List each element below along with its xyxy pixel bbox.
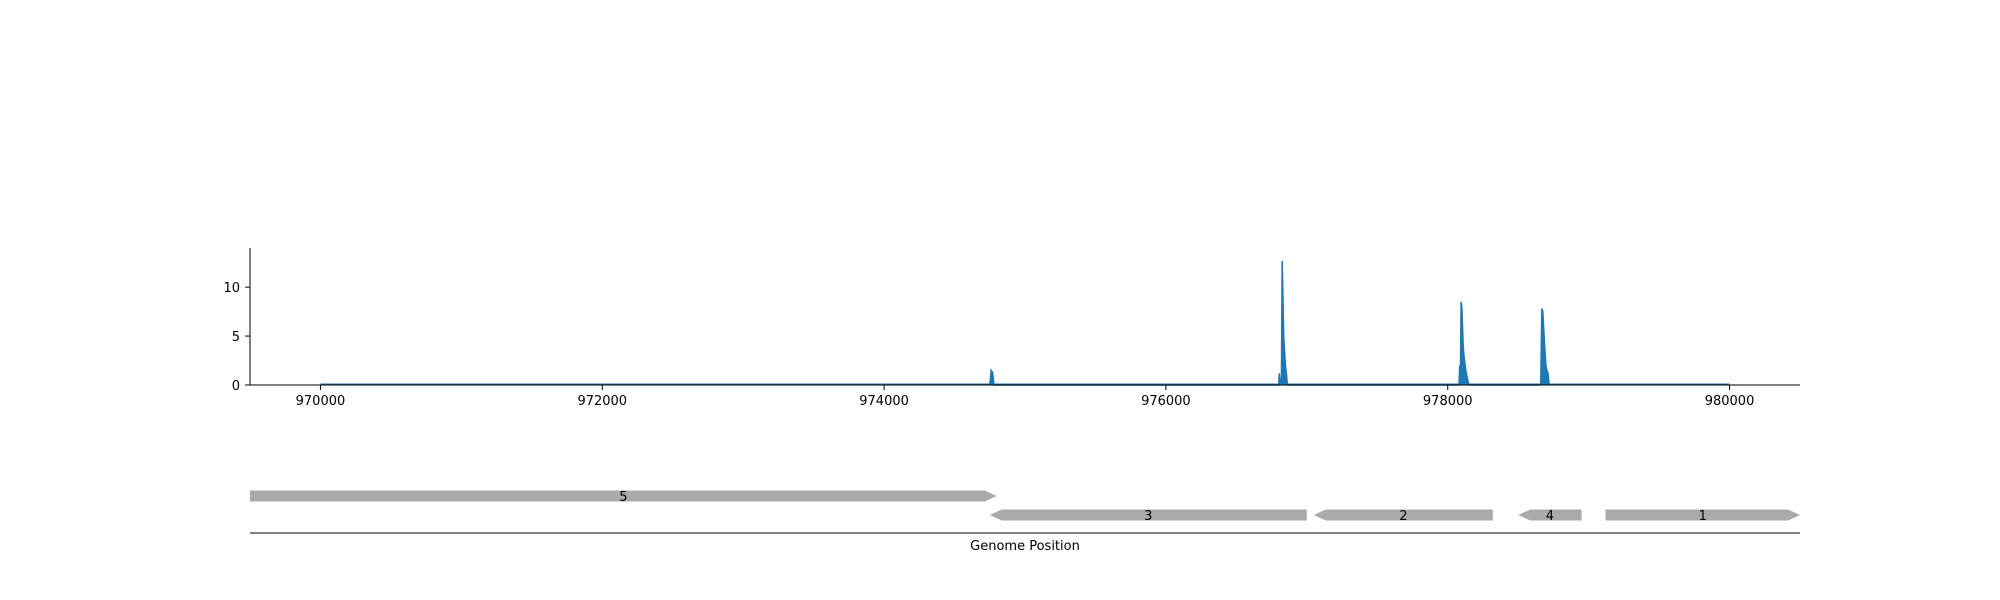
x-tick-label-978000: 978000 bbox=[1423, 394, 1473, 409]
gene-arrow-4 bbox=[1518, 509, 1582, 521]
x-tick-label-970000: 970000 bbox=[296, 394, 346, 409]
coverage-series-0 bbox=[989, 260, 1550, 386]
x-tick-label-972000: 972000 bbox=[577, 394, 627, 409]
y-tick-label-10: 10 bbox=[223, 281, 240, 296]
x-tick-label-976000: 976000 bbox=[1141, 394, 1191, 409]
x-tick-label-980000: 980000 bbox=[1705, 394, 1755, 409]
gene-label-1: 1 bbox=[1699, 509, 1707, 524]
gene-arrow-3 bbox=[989, 509, 1307, 521]
gene-label-4: 4 bbox=[1546, 509, 1554, 524]
x-tick-label-974000: 974000 bbox=[859, 394, 909, 409]
gene-label-2: 2 bbox=[1399, 509, 1407, 524]
y-tick-label-0: 0 bbox=[232, 379, 240, 394]
gene-arrow-5 bbox=[250, 490, 997, 502]
genome-position-label: Genome Position bbox=[970, 539, 1080, 554]
y-tick-label-5: 5 bbox=[232, 330, 240, 345]
gene-label-3: 3 bbox=[1144, 509, 1152, 524]
coverage-plot: 970000 972000 974000 976000 978000 980000 0 5 10 bbox=[223, 248, 1800, 409]
gene-arrow-1 bbox=[1605, 509, 1800, 521]
gene-label-5: 5 bbox=[619, 490, 627, 505]
gene-arrow-2 bbox=[1313, 509, 1493, 521]
gene-track: 5 3 2 4 1 bbox=[250, 490, 1800, 534]
